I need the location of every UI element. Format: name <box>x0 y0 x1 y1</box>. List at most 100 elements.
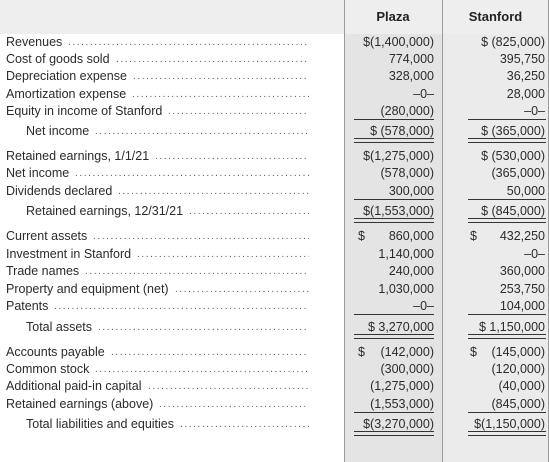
stanford-value: 395,750 <box>499 52 545 66</box>
statement-row: Revenues................................… <box>0 34 549 51</box>
plaza-value: (578,000) <box>380 166 434 180</box>
leader-dots: ........................................… <box>54 301 308 312</box>
row-label: Investment in Stanford <box>6 247 132 261</box>
statement-row: Accounts payable........................… <box>0 344 549 361</box>
stanford-value: 36,250 <box>506 69 545 83</box>
row-label: Equity in income of Stanford <box>6 104 163 118</box>
stanford-value: $ (530,000) <box>481 149 545 163</box>
row-label: Net income <box>6 166 70 180</box>
leader-dots: ............................... <box>175 284 309 295</box>
statement-row: Total assets............................… <box>0 319 549 336</box>
stanford-column-shade <box>442 34 549 462</box>
plaza-value: 1,140,000 <box>378 247 434 261</box>
plaza-value: $(1,553,000) <box>363 204 434 218</box>
leader-dots: ........................................… <box>95 126 309 137</box>
plaza-value: 300,000 <box>388 184 434 198</box>
leader-dots: ........................................ <box>133 71 309 82</box>
double-underline <box>354 218 434 223</box>
double-underline <box>354 138 434 143</box>
leader-dots: ..................................... <box>148 381 309 392</box>
statement-row: Retained earnings, 12/31/21.............… <box>0 203 549 220</box>
leader-dots: ........................................… <box>68 37 309 48</box>
single-underline <box>468 199 546 200</box>
stanford-value: 432,250 <box>499 229 545 243</box>
statement-row: Cost of goods sold......................… <box>0 51 549 68</box>
row-label: Common stock <box>6 362 90 376</box>
stanford-value: $ (825,000) <box>481 35 545 49</box>
stanford-value: 50,000 <box>506 184 545 198</box>
plaza-value: (1,275,000) <box>370 379 434 393</box>
row-label: Additional paid-in capital <box>6 379 142 393</box>
row-label: Amortization expense <box>6 87 127 101</box>
double-underline <box>354 431 434 436</box>
leader-dots: ........................................… <box>132 89 309 100</box>
plaza-value: 1,030,000 <box>378 282 434 296</box>
row-label: Dividends declared <box>6 184 113 198</box>
double-underline <box>468 334 546 339</box>
column-divider <box>344 0 345 462</box>
single-underline <box>354 199 434 200</box>
plaza-value: 240,000 <box>388 264 434 278</box>
single-underline <box>468 412 546 413</box>
leader-dots: ........................................… <box>95 364 309 375</box>
plaza-value: $(1,400,000) <box>363 35 434 49</box>
statement-row: Additional paid-in capital..............… <box>0 378 549 395</box>
plaza-header: Plaza <box>376 9 410 24</box>
leader-dots: ........................................… <box>98 322 309 333</box>
row-label: Net income <box>26 124 90 138</box>
stanford-value: $(1,150,000) <box>474 417 545 431</box>
currency-symbol: $ <box>358 229 365 243</box>
statement-row: Net income..............................… <box>0 165 549 182</box>
plaza-value: 860,000 <box>388 229 434 243</box>
stanford-value: –0– <box>524 247 545 261</box>
stanford-value: 253,750 <box>499 282 545 296</box>
statement-row: Total liabilities and equities..........… <box>0 416 549 433</box>
row-label: Patents <box>6 299 49 313</box>
statement-row: Depreciation expense....................… <box>0 68 549 85</box>
statement-row: Investment in Stanford..................… <box>0 246 549 263</box>
stanford-value: (845,000) <box>491 397 545 411</box>
currency-symbol: $ <box>358 345 365 359</box>
leader-dots: ........................................ <box>137 249 309 260</box>
double-underline <box>468 218 546 223</box>
stanford-value: 360,000 <box>499 264 545 278</box>
stanford-value: (145,000) <box>491 345 545 359</box>
plaza-value: $ (578,000) <box>370 124 434 138</box>
statement-row: Retained earnings (above)...............… <box>0 396 549 413</box>
statement-row: Property and equipment (net)............… <box>0 281 549 298</box>
plaza-column-shade <box>344 34 442 462</box>
plaza-value: $(1,275,000) <box>363 149 434 163</box>
plaza-value: (300,000) <box>380 362 434 376</box>
row-label: Property and equipment (net) <box>6 282 169 296</box>
plaza-value: (142,000) <box>380 345 434 359</box>
single-underline <box>354 412 434 413</box>
stanford-value: (40,000) <box>498 379 545 393</box>
leader-dots: ........................................… <box>75 168 309 179</box>
plaza-value: 774,000 <box>388 52 434 66</box>
leader-dots: ........................................… <box>111 347 309 358</box>
statement-row: Net income..............................… <box>0 123 549 140</box>
row-label: Total liabilities and equities <box>26 417 175 431</box>
single-underline <box>468 314 546 315</box>
stanford-value: 28,000 <box>506 87 545 101</box>
currency-symbol: $ <box>470 345 477 359</box>
plaza-value: –0– <box>413 87 434 101</box>
row-label: Retained earnings, 1/1/21 <box>6 149 150 163</box>
leader-dots: .............................. <box>180 419 309 430</box>
row-label: Revenues <box>6 35 63 49</box>
statement-row: Current assets..........................… <box>0 228 549 245</box>
row-label: Retained earnings (above) <box>6 397 154 411</box>
currency-symbol: $ <box>470 229 477 243</box>
stanford-header: Stanford <box>468 9 523 24</box>
stanford-value: –0– <box>524 104 545 118</box>
row-label: Cost of goods sold <box>6 52 110 66</box>
double-underline <box>354 334 434 339</box>
leader-dots: ........................................… <box>85 266 309 277</box>
statement-row: Dividends declared......................… <box>0 183 549 200</box>
row-label: Trade names <box>6 264 80 278</box>
statement-row: Common stock............................… <box>0 361 549 378</box>
single-underline <box>354 314 434 315</box>
plaza-value: 328,000 <box>388 69 434 83</box>
plaza-value: $(3,270,000) <box>363 417 434 431</box>
